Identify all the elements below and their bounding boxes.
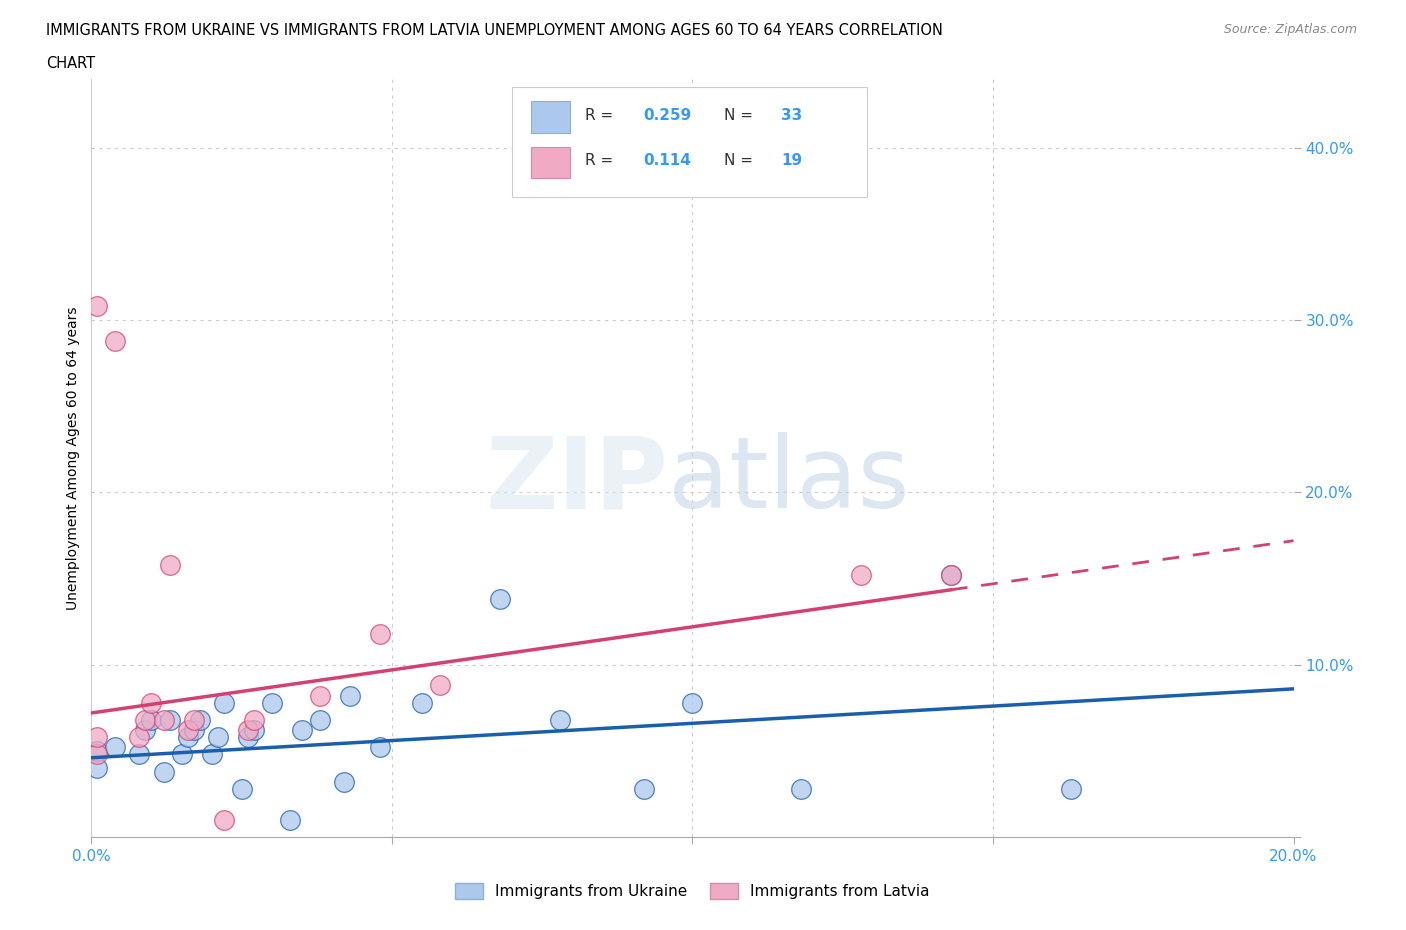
Point [207, 730, 229, 745]
Point [368, 626, 391, 641]
Point [231, 781, 253, 796]
Text: IMMIGRANTS FROM UKRAINE VS IMMIGRANTS FROM LATVIA UNEMPLOYMENT AMONG AGES 60 TO : IMMIGRANTS FROM UKRAINE VS IMMIGRANTS FR… [46, 23, 943, 38]
Point [236, 723, 259, 737]
Text: R =: R = [585, 108, 619, 123]
Point [633, 781, 655, 796]
Point [789, 781, 811, 796]
Point [236, 730, 259, 745]
Point [176, 730, 198, 745]
Text: ZIP: ZIP [485, 432, 668, 529]
Point [104, 334, 127, 349]
Legend: Immigrants from Ukraine, Immigrants from Latvia: Immigrants from Ukraine, Immigrants from… [450, 877, 935, 905]
Point [260, 696, 283, 711]
Point [429, 678, 451, 693]
Text: N =: N = [724, 108, 758, 123]
Point [128, 747, 150, 762]
Point [152, 764, 174, 779]
Point [212, 812, 235, 827]
Point [242, 723, 264, 737]
Point [152, 712, 174, 727]
Point [86, 730, 108, 745]
Point [308, 712, 330, 727]
Point [411, 696, 433, 711]
Point [128, 730, 150, 745]
Point [176, 723, 198, 737]
Point [86, 299, 108, 314]
FancyBboxPatch shape [531, 147, 569, 179]
Text: R =: R = [585, 153, 619, 168]
Point [939, 567, 962, 582]
Point [141, 712, 163, 727]
Point [681, 696, 703, 711]
Point [134, 723, 156, 737]
Point [548, 712, 571, 727]
Point [86, 743, 108, 758]
Point [86, 761, 108, 776]
Text: 19: 19 [782, 153, 803, 168]
Text: 0.114: 0.114 [643, 153, 690, 168]
Point [159, 557, 181, 572]
Point [134, 712, 156, 727]
Text: N =: N = [724, 153, 758, 168]
FancyBboxPatch shape [512, 86, 866, 196]
Point [339, 688, 361, 703]
Point [1060, 781, 1083, 796]
Point [104, 740, 127, 755]
Point [939, 567, 962, 582]
Text: atlas: atlas [668, 432, 910, 529]
Point [291, 723, 314, 737]
Y-axis label: Unemployment Among Ages 60 to 64 years: Unemployment Among Ages 60 to 64 years [66, 306, 80, 610]
Point [86, 747, 108, 762]
Point [183, 712, 205, 727]
Point [278, 812, 301, 827]
Point [368, 740, 391, 755]
Point [141, 696, 163, 711]
Point [489, 591, 512, 606]
Point [201, 747, 224, 762]
Point [308, 688, 330, 703]
Point [170, 747, 193, 762]
Point [333, 775, 356, 790]
Point [159, 712, 181, 727]
Point [849, 567, 872, 582]
FancyBboxPatch shape [531, 101, 569, 133]
Point [188, 712, 211, 727]
Point [183, 723, 205, 737]
Text: CHART: CHART [46, 56, 96, 71]
Point [242, 712, 264, 727]
Text: 0.259: 0.259 [643, 108, 692, 123]
Text: 33: 33 [782, 108, 803, 123]
Point [212, 696, 235, 711]
Text: Source: ZipAtlas.com: Source: ZipAtlas.com [1223, 23, 1357, 36]
